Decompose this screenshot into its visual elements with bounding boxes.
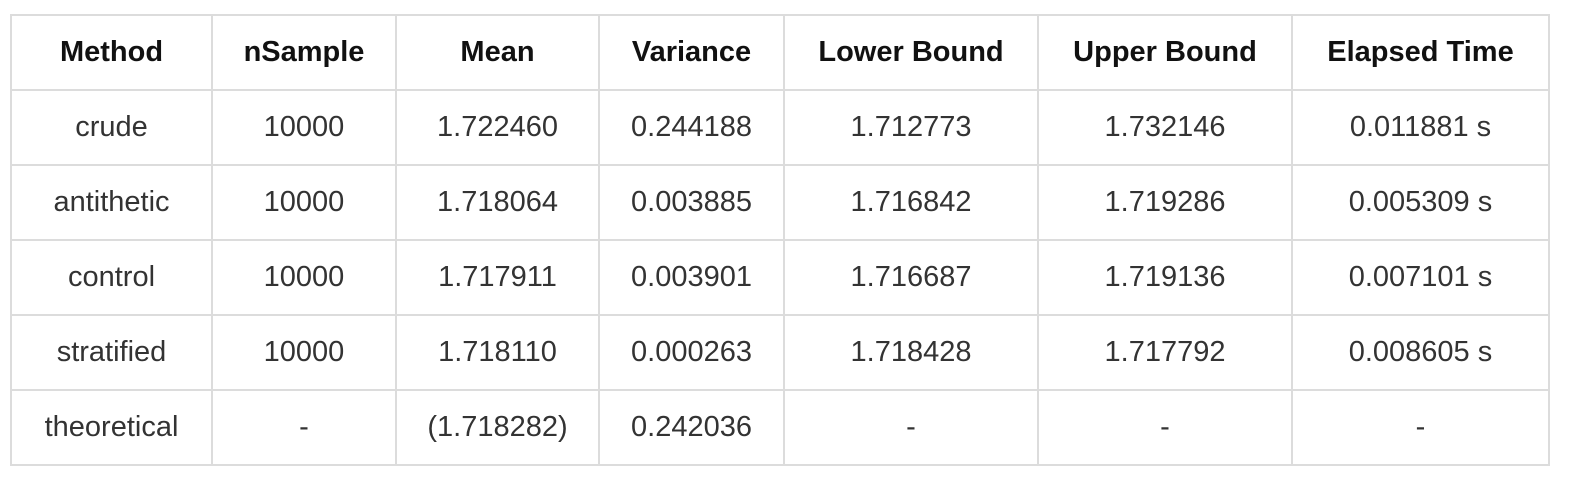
table-row: crude 10000 1.722460 0.244188 1.712773 1… [10,89,1550,166]
table-cell: 1.732146 [1037,89,1293,166]
table-cell: 10000 [211,89,397,166]
header-nsample: nSample [211,14,397,91]
header-method: Method [10,14,213,91]
table-cell: 10000 [211,239,397,316]
table-row: stratified 10000 1.718110 0.000263 1.718… [10,314,1550,391]
table-cell: 0.244188 [598,89,785,166]
table-cell: 1.716842 [783,164,1039,241]
table-cell: 1.722460 [395,89,600,166]
header-elapsed-time: Elapsed Time [1291,14,1550,91]
table-cell: 0.005309 s [1291,164,1550,241]
header-lower-bound: Lower Bound [783,14,1039,91]
table-row: antithetic 10000 1.718064 0.003885 1.716… [10,164,1550,241]
table-cell: 0.003885 [598,164,785,241]
table-cell: theoretical [10,389,213,466]
table-row: theoretical - (1.718282) 0.242036 - - - [10,389,1550,466]
table-cell: 1.719286 [1037,164,1293,241]
table-row: control 10000 1.717911 0.003901 1.716687… [10,239,1550,316]
table-cell: 1.718428 [783,314,1039,391]
table-cell: 0.011881 s [1291,89,1550,166]
header-upper-bound: Upper Bound [1037,14,1293,91]
table-cell: 1.717792 [1037,314,1293,391]
table-cell: antithetic [10,164,213,241]
table-cell: - [1291,389,1550,466]
table-cell: - [783,389,1039,466]
header-variance: Variance [598,14,785,91]
table-cell: 0.242036 [598,389,785,466]
table-cell: 1.718110 [395,314,600,391]
table-cell: 1.712773 [783,89,1039,166]
table-cell: 0.008605 s [1291,314,1550,391]
table-cell: 0.000263 [598,314,785,391]
table-cell: crude [10,89,213,166]
table-cell: - [211,389,397,466]
results-table: Method nSample Mean Variance Lower Bound… [10,14,1550,466]
table-cell: 0.003901 [598,239,785,316]
table-cell: stratified [10,314,213,391]
table-header-row: Method nSample Mean Variance Lower Bound… [10,14,1550,91]
table-cell: 1.718064 [395,164,600,241]
table-cell: control [10,239,213,316]
table-cell: 1.717911 [395,239,600,316]
results-table-container: Method nSample Mean Variance Lower Bound… [10,14,1550,466]
table-cell: 10000 [211,314,397,391]
table-cell: - [1037,389,1293,466]
table-cell: 1.719136 [1037,239,1293,316]
table-cell: 1.716687 [783,239,1039,316]
table-cell: (1.718282) [395,389,600,466]
header-mean: Mean [395,14,600,91]
table-cell: 0.007101 s [1291,239,1550,316]
table-cell: 10000 [211,164,397,241]
